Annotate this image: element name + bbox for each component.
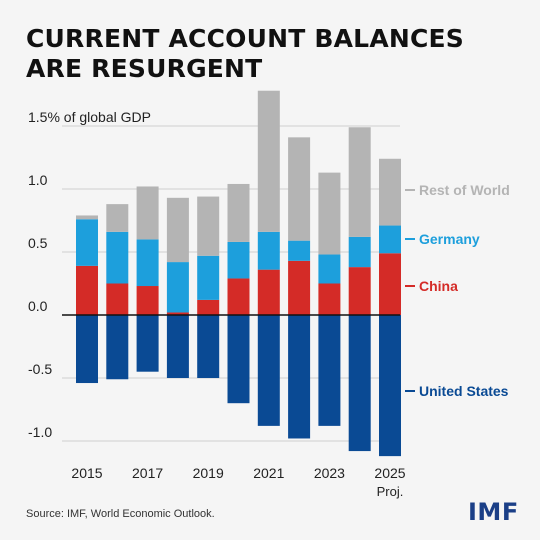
x-tick-label: 2019	[193, 465, 224, 481]
bar-united-states	[76, 315, 98, 384]
bar-china	[76, 265, 98, 315]
bar-china	[227, 278, 250, 315]
bar-rest-of-world	[257, 90, 280, 232]
bar-rest-of-world	[318, 172, 341, 255]
x-tick-sublabel: Proj.	[377, 484, 404, 499]
bar-germany	[197, 255, 220, 300]
bar-china	[318, 283, 341, 315]
bar-rest-of-world	[197, 196, 220, 256]
x-tick-label: 2015	[71, 465, 102, 481]
bar-united-states	[136, 315, 159, 372]
bar-germany	[318, 254, 341, 284]
bar-germany	[348, 236, 371, 268]
x-tick-label: 2017	[132, 465, 163, 481]
bar-united-states	[166, 315, 189, 378]
bar-china	[257, 269, 280, 315]
x-tick-label: 2023	[314, 465, 345, 481]
y-tick-label: 0.0	[28, 298, 48, 314]
bar-china	[197, 299, 220, 315]
bar-united-states	[227, 315, 250, 404]
title-line-1: CURRENT ACCOUNT BALANCES	[26, 24, 465, 53]
y-tick-label: 1.0	[28, 172, 48, 188]
bar-germany	[288, 240, 311, 261]
bar-rest-of-world	[348, 127, 371, 237]
bar-germany	[227, 241, 250, 279]
legend-label: United States	[419, 383, 509, 399]
y-tick-label: -1.0	[28, 424, 52, 440]
legend-label: China	[419, 278, 458, 294]
source-note: Source: IMF, World Economic Outlook.	[26, 508, 215, 520]
bar-united-states	[288, 315, 311, 439]
bar-rest-of-world	[227, 183, 250, 242]
bar-rest-of-world	[136, 186, 159, 240]
y-tick-label: 1.5% of global GDP	[28, 109, 151, 125]
y-tick-label: 0.5	[28, 235, 48, 251]
x-tick-label: 2025	[374, 465, 405, 481]
bar-germany	[106, 231, 129, 284]
bar-china	[348, 267, 371, 315]
bar-china	[136, 286, 159, 315]
bar-united-states	[379, 315, 401, 457]
bar-china	[288, 260, 311, 315]
bar-rest-of-world	[106, 204, 129, 232]
imf-logo: IMF	[468, 498, 519, 526]
bar-germany	[257, 231, 280, 270]
bar-united-states	[106, 315, 129, 380]
bar-united-states	[318, 315, 341, 426]
bar-germany	[76, 219, 98, 266]
bar-rest-of-world	[288, 137, 311, 241]
bar-germany	[379, 225, 401, 254]
chart-title: CURRENT ACCOUNT BALANCES ARE RESURGENT	[26, 24, 506, 84]
legend-label: Germany	[419, 231, 480, 247]
y-tick-label: -0.5	[28, 361, 52, 377]
bar-united-states	[257, 315, 280, 426]
title-line-2: ARE RESURGENT	[26, 54, 263, 83]
bar-germany	[136, 239, 159, 287]
legend-label: Rest of World	[419, 182, 510, 198]
bar-united-states	[197, 315, 220, 378]
bar-china	[379, 253, 401, 315]
bar-rest-of-world	[76, 215, 98, 220]
bar-rest-of-world	[379, 158, 401, 226]
bar-united-states	[348, 315, 371, 452]
x-tick-label: 2021	[253, 465, 284, 481]
bar-china	[166, 312, 189, 315]
bar-china	[106, 283, 129, 315]
bar-rest-of-world	[166, 197, 189, 263]
bar-germany	[166, 262, 189, 313]
